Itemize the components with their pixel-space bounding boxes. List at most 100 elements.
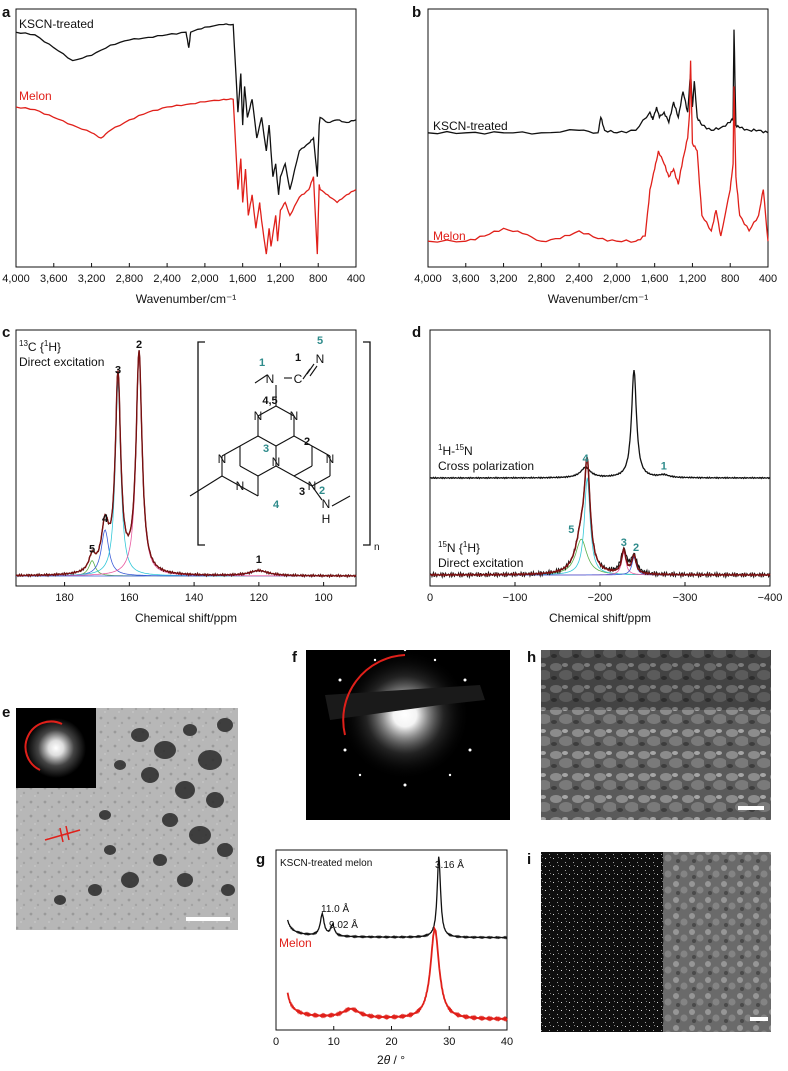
- atom-ring-n-a: N: [254, 409, 263, 423]
- x-tick-label: 400: [347, 273, 365, 285]
- peak-label: 5: [568, 524, 574, 536]
- x-tick-label: −400: [758, 592, 783, 604]
- x-tick-label: 800: [309, 273, 327, 285]
- peak-label: 4: [102, 513, 109, 525]
- melon-structure-diagram: n: [189, 335, 380, 553]
- atom-nh-h: H: [322, 512, 331, 526]
- series-line: [15, 98, 357, 255]
- n-label-4: 4: [273, 499, 280, 511]
- x-tick-label: 2,400: [153, 273, 181, 285]
- fit-component: [16, 529, 356, 577]
- series-lines: [15, 23, 357, 255]
- n-label-2: 2: [319, 485, 325, 497]
- x-tick-label: 120: [250, 592, 268, 604]
- scale-bar: [186, 917, 230, 921]
- x-tick-label: 1,600: [641, 273, 669, 285]
- ftir-chart: 4,000 3,600 3,200 2,800 2,400 2,000 1,600 1,200…: [2, 8, 365, 306]
- nmr-title-line1: 13C {1H}: [19, 339, 61, 354]
- x-tick-label: 100: [314, 592, 332, 604]
- chart-frame: [429, 329, 771, 587]
- x-tick-label: 0: [427, 592, 433, 604]
- x-axis-title: Chemical shift/ppm: [549, 611, 651, 625]
- spectrum-lines: [429, 370, 771, 580]
- spectrum-line: [15, 350, 357, 579]
- bracket-left: [197, 341, 205, 546]
- spectrum-lines: [15, 350, 357, 579]
- chart-frame: [427, 8, 769, 268]
- c-label-2: 2: [304, 436, 310, 448]
- x-tick-label: 800: [721, 273, 739, 285]
- x-tick-label: 3,200: [490, 273, 518, 285]
- de-trace-label-line1: 15N {1H}: [438, 540, 480, 555]
- x-tick-label: 160: [120, 592, 138, 604]
- raman-chart: 4,000 3,600 3,200 2,800 2,400 2,000 1,600 1,200…: [414, 8, 777, 306]
- peak-label: 1: [256, 554, 262, 566]
- xrd-chart: 0 10 20 30 40 KSCN-treated melon Melon 11.0 …: [273, 849, 513, 1067]
- saed-image: [306, 648, 510, 820]
- eds-map-left: [541, 852, 663, 1032]
- peak-label: 3: [621, 537, 627, 549]
- c13-nmr-chart: 180 160 140 120 100 5 4 3 2 1 13C {1H} Direct ex…: [15, 329, 380, 625]
- n15-nmr-chart: 0 −100 −200 −300 −400 4 1 5 3 2 1H-15N Cross pol…: [427, 329, 782, 625]
- panel-e-letter: e: [2, 704, 10, 721]
- sem-right: [663, 852, 771, 1032]
- fit-component: [16, 381, 356, 577]
- series-label-kscn: KSCN-treated melon: [280, 858, 372, 869]
- peak-label: 2: [136, 339, 142, 351]
- series-lines: [427, 29, 769, 243]
- x-tick-label: 3,200: [78, 273, 106, 285]
- x-tick-label: 4,000: [414, 273, 442, 285]
- x-tick-label: 4,000: [2, 273, 30, 285]
- atom-ring-n-e: N: [236, 479, 245, 493]
- panel-c-letter: c: [2, 324, 10, 341]
- n-label-1: 1: [259, 357, 265, 369]
- x-axis-title: Wavenumber/cm⁻¹: [136, 292, 237, 306]
- atom-n1: N: [266, 372, 275, 386]
- annotation-902a: 9.02 Å: [329, 918, 358, 931]
- fit-envelope: [15, 350, 357, 578]
- series-line: [427, 60, 769, 243]
- panel-h-letter: h: [527, 649, 536, 666]
- x-axis-ticks: 0 10 20 30 40: [273, 1026, 513, 1048]
- panel-a-letter: a: [2, 4, 11, 21]
- bonds: [189, 363, 351, 507]
- scale-bar: [750, 1017, 768, 1021]
- de-trace-label-line2: Direct excitation: [438, 556, 523, 570]
- series-line: [286, 856, 508, 940]
- series-line: [15, 23, 357, 195]
- sem-image: [541, 650, 771, 820]
- series-label-kscn: KSCN-treated: [19, 17, 94, 31]
- series-line: [286, 925, 508, 1022]
- cp-trace: [429, 370, 771, 480]
- x-tick-label: 2,000: [603, 273, 631, 285]
- atom-ring-n-f: N: [308, 479, 317, 493]
- x-tick-label: 1,600: [229, 273, 257, 285]
- x-axis-ticks: 4,000 3,600 3,200 2,800 2,400 2,000 1,600 1,200…: [414, 263, 777, 285]
- x-tick-label: 20: [385, 1036, 397, 1048]
- panel-i-letter: i: [527, 851, 531, 868]
- x-axis-title: 2θ / °: [377, 1053, 405, 1067]
- lattice-tick-2: [65, 825, 70, 841]
- x-tick-label: 2,000: [191, 273, 219, 285]
- cp-trace-label-line2: Cross polarization: [438, 459, 534, 473]
- x-axis-ticks: 0 −100 −200 −300 −400: [427, 582, 782, 604]
- atom-ring-n-b: N: [290, 409, 299, 423]
- tem-image: [16, 708, 238, 930]
- peak-label: 2: [633, 542, 639, 554]
- x-tick-label: −100: [503, 592, 528, 604]
- x-tick-label: 40: [501, 1036, 513, 1048]
- peak-label: 4: [582, 453, 589, 465]
- c-label-4-5: 4,5: [262, 395, 277, 407]
- c-label-1: 1: [295, 352, 301, 364]
- atom-c: C: [294, 372, 303, 386]
- series-label-melon: Melon: [433, 229, 466, 243]
- x-tick-label: 2,800: [116, 273, 144, 285]
- sem-shadow-overlay: [541, 650, 771, 710]
- n-label-3: 3: [263, 443, 269, 455]
- x-tick-label: 180: [55, 592, 73, 604]
- annotation-316a: 3.16 Å: [435, 858, 464, 871]
- panel-f-letter: f: [292, 649, 298, 666]
- n-label-5: 5: [317, 335, 323, 347]
- x-axis-title: Wavenumber/cm⁻¹: [548, 292, 649, 306]
- scale-bar: [738, 806, 764, 810]
